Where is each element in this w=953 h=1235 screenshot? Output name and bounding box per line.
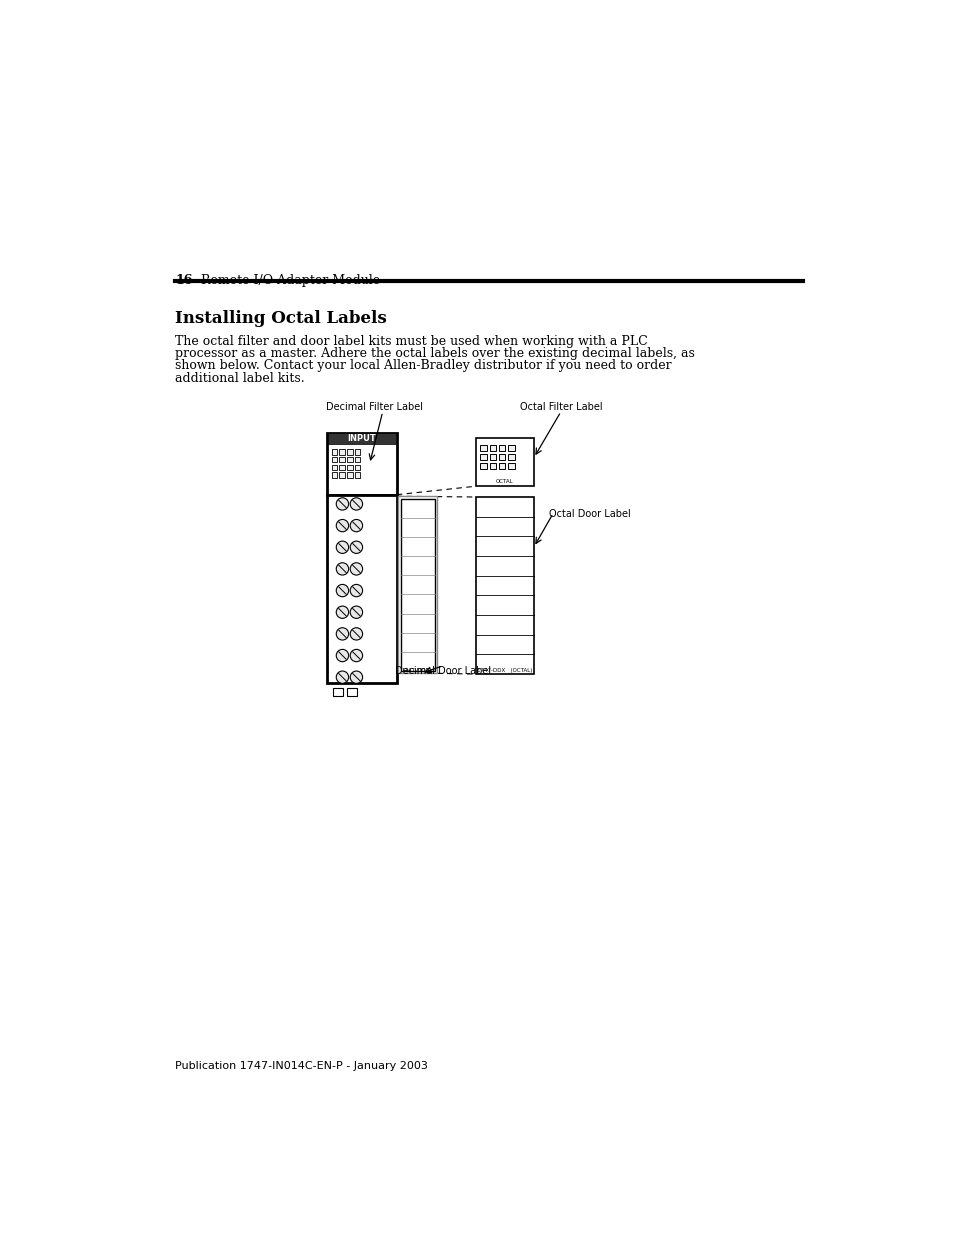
Bar: [480, 463, 486, 469]
Bar: [339, 457, 344, 462]
Bar: [508, 454, 514, 461]
Circle shape: [335, 498, 348, 510]
Circle shape: [335, 627, 348, 640]
Bar: [333, 688, 343, 695]
Bar: [498, 463, 505, 469]
Bar: [508, 445, 514, 451]
Bar: [508, 463, 514, 469]
Text: 16: 16: [174, 274, 193, 287]
Bar: [332, 464, 336, 471]
Bar: [355, 450, 360, 454]
Bar: [355, 457, 360, 462]
Text: Installing Octal Labels: Installing Octal Labels: [174, 310, 386, 327]
Bar: [347, 472, 353, 478]
Circle shape: [350, 520, 362, 532]
Circle shape: [335, 520, 348, 532]
Bar: [489, 445, 496, 451]
Bar: [327, 433, 396, 495]
Text: INPUT: INPUT: [347, 433, 375, 443]
Bar: [327, 495, 396, 683]
Text: Publication 1747-IN014C-EN-P - January 2003: Publication 1747-IN014C-EN-P - January 2…: [174, 1061, 428, 1071]
Text: Octal Door Label: Octal Door Label: [549, 509, 631, 519]
Text: processor as a master. Adhere the octal labels over the existing decimal labels,: processor as a master. Adhere the octal …: [174, 347, 694, 359]
Bar: [355, 464, 360, 471]
Circle shape: [335, 563, 348, 576]
Bar: [339, 464, 344, 471]
Text: 1747-DDD: 1747-DDD: [401, 668, 430, 673]
Bar: [339, 450, 344, 454]
Text: Remote I/O Adapter Module: Remote I/O Adapter Module: [201, 274, 380, 287]
Text: Decimal Door Label: Decimal Door Label: [395, 666, 491, 676]
Circle shape: [335, 606, 348, 619]
Bar: [347, 450, 353, 454]
Bar: [489, 454, 496, 461]
Circle shape: [350, 541, 362, 553]
Bar: [480, 445, 486, 451]
Bar: [397, 496, 436, 673]
Bar: [400, 499, 435, 671]
Circle shape: [335, 584, 348, 597]
Bar: [332, 450, 336, 454]
Circle shape: [350, 584, 362, 597]
Bar: [347, 457, 353, 462]
Text: Decimal Filter Label: Decimal Filter Label: [326, 401, 423, 411]
Bar: [355, 472, 360, 478]
Text: 1747-DDX   (OCTAL): 1747-DDX (OCTAL): [476, 668, 532, 673]
Text: shown below. Contact your local Allen-Bradley distributor if you need to order: shown below. Contact your local Allen-Br…: [174, 359, 671, 372]
Circle shape: [350, 671, 362, 683]
Bar: [347, 688, 356, 695]
Bar: [339, 472, 344, 478]
Text: Octal Filter Label: Octal Filter Label: [519, 401, 601, 411]
Bar: [328, 433, 395, 443]
Bar: [332, 457, 336, 462]
Bar: [347, 464, 353, 471]
Circle shape: [350, 650, 362, 662]
Bar: [476, 438, 534, 487]
Text: OCTAL: OCTAL: [496, 479, 513, 484]
Circle shape: [335, 650, 348, 662]
Bar: [498, 454, 505, 461]
Circle shape: [335, 541, 348, 553]
Circle shape: [350, 606, 362, 619]
Bar: [489, 463, 496, 469]
Bar: [480, 454, 486, 461]
Bar: [498, 445, 505, 451]
Circle shape: [350, 563, 362, 576]
Bar: [332, 472, 336, 478]
Text: The octal filter and door label kits must be used when working with a PLC: The octal filter and door label kits mus…: [174, 335, 647, 347]
Circle shape: [335, 671, 348, 683]
Text: additional label kits.: additional label kits.: [174, 372, 304, 384]
Bar: [476, 496, 534, 674]
Circle shape: [350, 627, 362, 640]
Circle shape: [350, 498, 362, 510]
